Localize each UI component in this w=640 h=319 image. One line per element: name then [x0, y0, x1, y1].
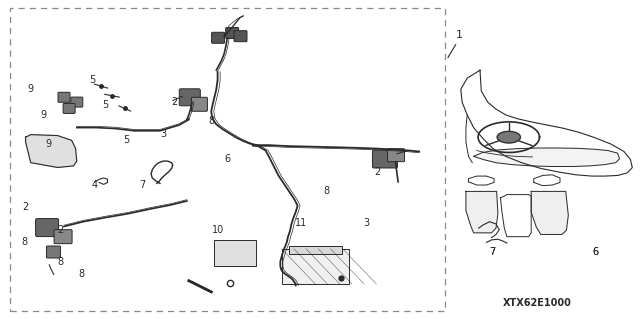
FancyBboxPatch shape	[191, 97, 207, 111]
FancyBboxPatch shape	[212, 32, 225, 43]
Text: 5: 5	[102, 100, 109, 110]
Bar	[282, 249, 349, 284]
Text: 6: 6	[592, 247, 598, 257]
Text: 10: 10	[211, 225, 224, 235]
Text: 8: 8	[21, 237, 28, 248]
Text: 5: 5	[90, 75, 96, 85]
Polygon shape	[466, 191, 498, 233]
FancyBboxPatch shape	[372, 150, 397, 168]
Text: 2: 2	[22, 202, 29, 212]
Polygon shape	[474, 148, 620, 167]
FancyBboxPatch shape	[54, 230, 72, 244]
Text: 3: 3	[363, 218, 369, 228]
Text: 9: 9	[28, 84, 34, 94]
Text: 6: 6	[592, 247, 598, 257]
Text: 4: 4	[92, 180, 98, 190]
Polygon shape	[26, 135, 77, 167]
FancyBboxPatch shape	[226, 27, 239, 39]
Text: 5: 5	[124, 135, 130, 145]
Text: 7: 7	[139, 180, 145, 190]
Text: 9: 9	[40, 110, 47, 120]
Text: 3: 3	[160, 129, 166, 139]
FancyBboxPatch shape	[63, 103, 75, 114]
Bar	[289, 246, 342, 254]
Text: 7: 7	[490, 247, 496, 257]
FancyBboxPatch shape	[388, 149, 404, 162]
Bar	[214, 240, 256, 266]
Polygon shape	[497, 131, 520, 143]
FancyBboxPatch shape	[47, 246, 60, 258]
Text: XTX62E1000: XTX62E1000	[503, 298, 572, 308]
Polygon shape	[531, 191, 568, 234]
Text: 11: 11	[294, 218, 307, 228]
Text: 8: 8	[79, 269, 85, 279]
Text: 8: 8	[323, 186, 330, 197]
FancyBboxPatch shape	[71, 97, 83, 107]
Text: 2: 2	[171, 97, 177, 107]
FancyBboxPatch shape	[179, 89, 200, 106]
Text: 6: 6	[224, 154, 230, 165]
Text: 9: 9	[45, 138, 51, 149]
Text: 8: 8	[208, 116, 214, 126]
FancyBboxPatch shape	[58, 92, 70, 102]
Text: 2: 2	[58, 225, 64, 235]
Text: 1: 1	[456, 30, 463, 40]
Text: 8: 8	[58, 256, 64, 267]
Text: 2: 2	[374, 167, 381, 177]
FancyBboxPatch shape	[36, 219, 59, 237]
Bar	[10, 8, 445, 311]
FancyBboxPatch shape	[234, 31, 247, 42]
Text: 7: 7	[490, 247, 496, 257]
